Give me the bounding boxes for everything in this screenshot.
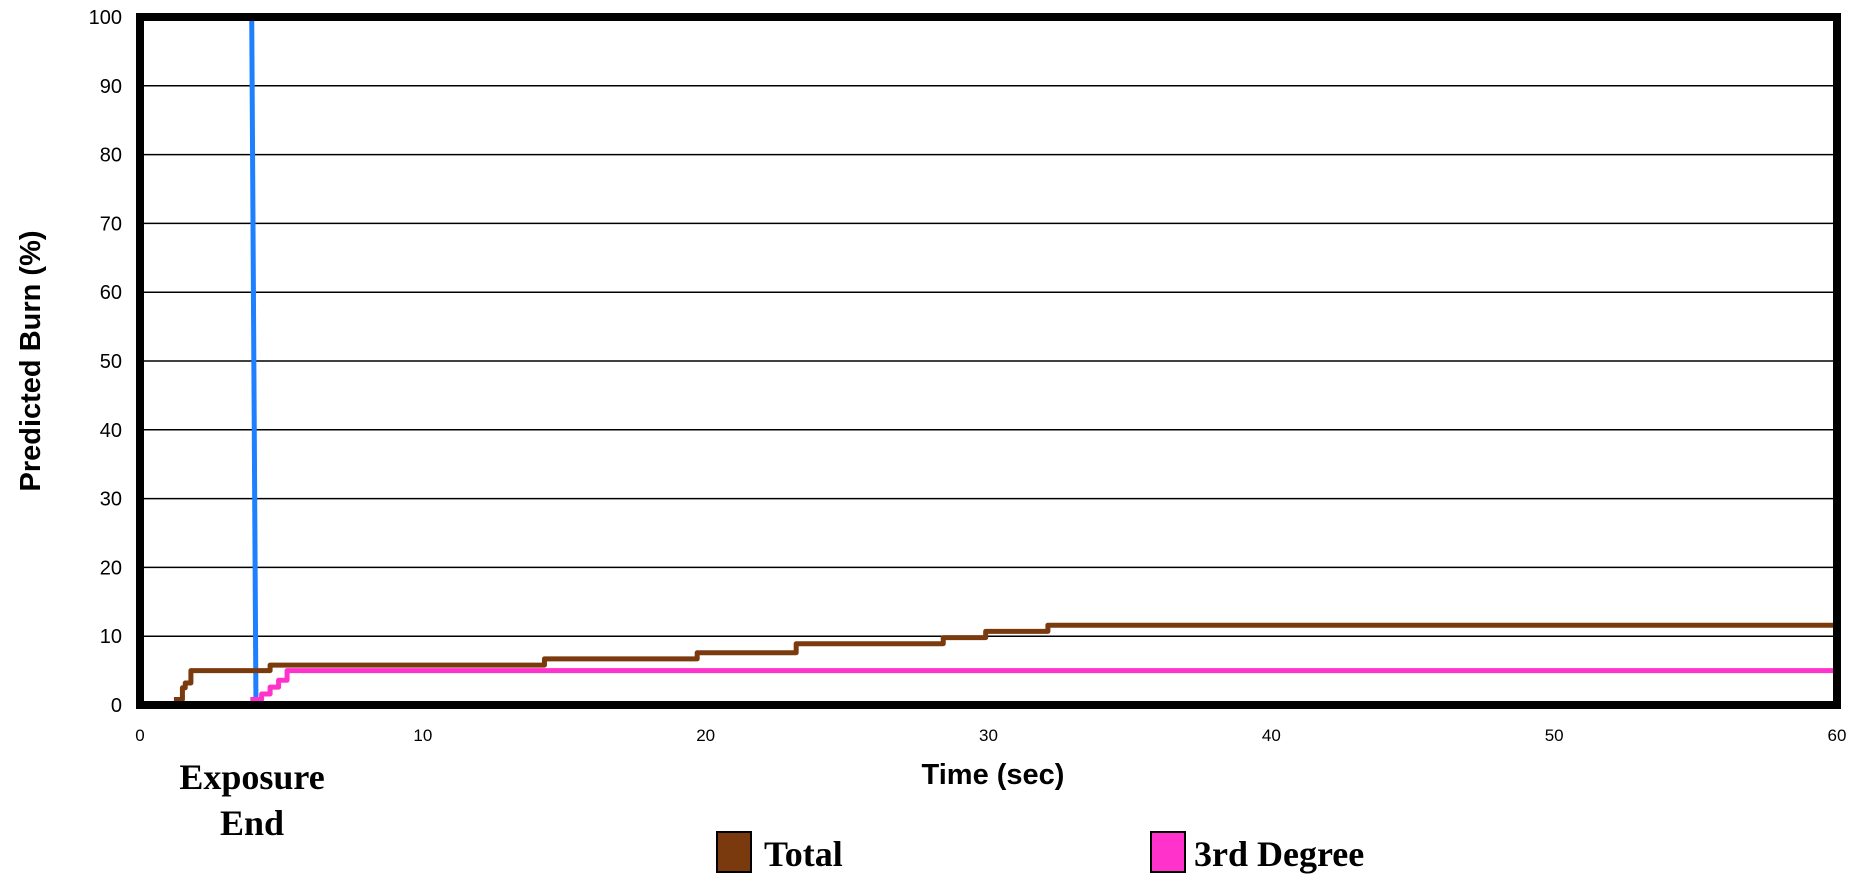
- x-tick-40: 40: [1262, 726, 1281, 745]
- y-tick-20: 20: [100, 557, 122, 579]
- exposure-end-label-line2: End: [220, 803, 284, 843]
- x-tick-10: 10: [413, 726, 432, 745]
- legend: Total 3rd Degree: [716, 831, 1364, 874]
- x-tick-20: 20: [696, 726, 715, 745]
- y-tick-80: 80: [100, 145, 122, 167]
- y-tick-10: 10: [100, 626, 122, 648]
- y-tick-90: 90: [100, 76, 122, 98]
- y-tick-70: 70: [100, 213, 122, 235]
- y-tick-labels: 0 10 20 30 40 50 60 70 80 90 100: [89, 7, 122, 717]
- x-tick-30: 30: [979, 726, 998, 745]
- x-tick-60: 60: [1828, 726, 1847, 745]
- y-tick-0: 0: [111, 695, 122, 717]
- legend-swatch-3rd-degree: [1150, 831, 1186, 873]
- x-tick-0: 0: [135, 726, 144, 745]
- legend-label-total: Total: [764, 834, 843, 874]
- exposure-end-line: [249, 16, 259, 706]
- legend-swatch-total: [716, 831, 752, 873]
- legend-label-3rd-degree: 3rd Degree: [1194, 834, 1364, 874]
- series-line-total: [173, 622, 1837, 702]
- grid-lines: [140, 85, 1837, 637]
- series-line-3rd-degree: [250, 668, 1837, 702]
- y-axis-title: Predicted Burn (%): [15, 230, 47, 491]
- plot-frame: [136, 13, 1841, 709]
- y-tick-30: 30: [100, 489, 122, 511]
- x-tick-50: 50: [1545, 726, 1564, 745]
- exposure-end-label-line1: Exposure: [179, 757, 324, 797]
- y-tick-50: 50: [100, 351, 122, 373]
- x-tick-labels: 0 10 20 30 40 50 60: [135, 726, 1846, 745]
- y-tick-40: 40: [100, 420, 122, 442]
- x-axis-title: Time (sec): [922, 759, 1065, 791]
- y-tick-100: 100: [89, 7, 122, 29]
- y-tick-60: 60: [100, 282, 122, 304]
- series-lines: [173, 16, 1837, 706]
